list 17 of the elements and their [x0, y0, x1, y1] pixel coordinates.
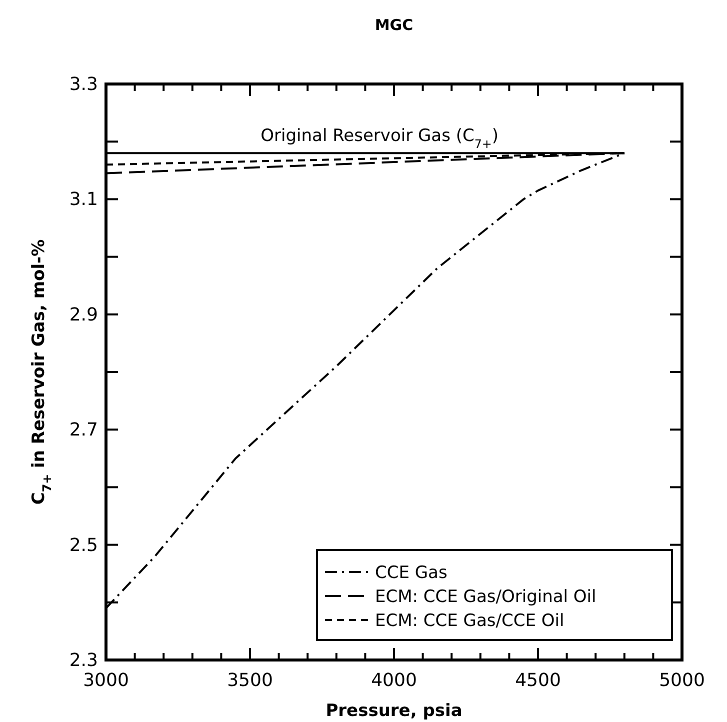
chart-title: MGC: [374, 16, 414, 34]
x-tick-label: 3000: [83, 670, 129, 691]
x-tick-label: 3500: [227, 670, 273, 691]
legend-label: CCE Gas: [375, 563, 448, 583]
x-tick-label: 4000: [371, 670, 417, 691]
y-tick-label: 2.7: [69, 420, 98, 441]
legend-label: ECM: CCE Gas/Original Oil: [375, 587, 596, 607]
y-tick-label: 3.3: [69, 74, 98, 95]
y-tick-label: 2.3: [69, 650, 98, 671]
x-axis-title: Pressure, psia: [326, 701, 462, 721]
y-tick-label: 3.1: [69, 189, 98, 210]
annotation: Original Reservoir Gas (C$_{7+}$): [260, 126, 499, 152]
x-tick-label: 5000: [659, 670, 705, 691]
legend-label: ECM: CCE Gas/CCE Oil: [375, 611, 564, 631]
y-tick-label: 2.9: [69, 304, 98, 326]
y-tick-label: 2.5: [69, 534, 98, 556]
x-tick-label: 4500: [515, 670, 561, 691]
